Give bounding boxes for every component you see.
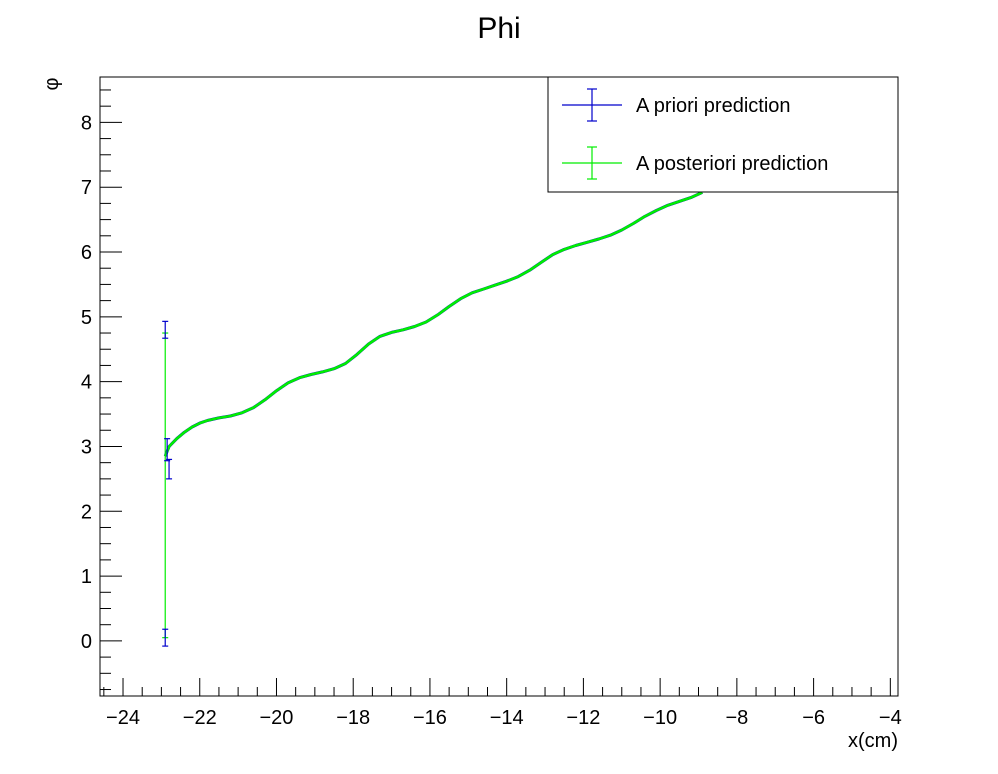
axis-ticks: −24 −22 −20 −18 −16 −14 −12 −10 −8 −6 −4 0 1 2 3 4 5 6 7 8 (81, 89, 902, 729)
x-tick-label: −4 (879, 707, 902, 729)
legend-box (547, 76, 899, 193)
x-tick-label: −22 (183, 707, 217, 729)
y-tick-label: 4 (81, 372, 92, 394)
x-tick-label: −16 (413, 707, 447, 729)
chart-title: Phi (477, 12, 520, 45)
x-tick-label: −18 (336, 707, 370, 729)
x-tick-label: −8 (725, 707, 748, 729)
x-tick-label: −12 (566, 707, 600, 729)
legend-label-posterior: A posteriori prediction (636, 153, 828, 175)
y-tick-label: 2 (81, 501, 92, 523)
y-tick-label: 7 (81, 177, 92, 199)
x-axis-label: x(cm) (848, 730, 898, 752)
y-tick-label: 1 (81, 566, 92, 588)
posterior-series-line (163, 191, 703, 457)
y-tick-label: 3 (81, 436, 92, 458)
y-tick-label: 6 (81, 242, 92, 264)
x-tick-label: −14 (490, 707, 524, 729)
y-axis-label: φ (41, 77, 63, 90)
y-tick-label: 5 (81, 307, 92, 329)
plot-frame (99, 76, 899, 697)
legend: A priori prediction A posteriori predict… (547, 76, 899, 193)
x-tick-label: −6 (802, 707, 825, 729)
legend-label-prior: A priori prediction (636, 95, 791, 117)
x-tick-label: −24 (106, 707, 140, 729)
y-tick-label: 0 (81, 631, 92, 653)
x-tick-label: −20 (260, 707, 294, 729)
series-layer (162, 191, 703, 647)
prior-series-line (163, 191, 703, 457)
y-tick-label: 8 (81, 112, 92, 134)
x-tick-label: −10 (643, 707, 677, 729)
